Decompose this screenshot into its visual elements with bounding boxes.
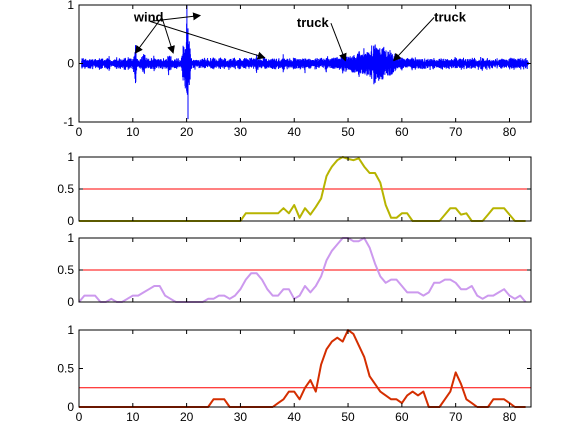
x-tick-label: 50 [341, 125, 355, 139]
x-tick-label: 60 [395, 410, 409, 424]
x-tick-label: 20 [180, 410, 194, 424]
x-tick-label: 10 [126, 410, 140, 424]
y-tick-label: 0 [67, 295, 74, 309]
x-tick-label: 80 [503, 410, 517, 424]
annotation-arrow [149, 12, 202, 22]
x-tick-label: 10 [126, 125, 140, 139]
subplot-2: 00.51 [57, 150, 532, 228]
annotation-arrow [330, 23, 347, 62]
x-tick-label: 70 [449, 410, 463, 424]
x-tick-label: 40 [288, 410, 302, 424]
x-tick-label: 50 [341, 410, 355, 424]
y-tick-label: 0.5 [57, 263, 74, 277]
y-tick-label: 0.5 [57, 182, 74, 196]
annotation-label: truck [297, 15, 330, 30]
annotation-arrow [161, 17, 175, 54]
annotation-label: truck [434, 9, 467, 24]
x-tick-label: 30 [234, 410, 248, 424]
x-tick-label: 80 [503, 125, 517, 139]
axes-box [78, 329, 532, 408]
x-tick-label: 70 [449, 125, 463, 139]
y-tick-label: 0.5 [57, 362, 74, 376]
y-tick-label: 0 [67, 214, 74, 228]
x-tick-label: 30 [234, 125, 248, 139]
y-tick-label: 1 [67, 323, 74, 337]
y-tick-label: 0 [67, 57, 74, 71]
series-line [78, 237, 527, 303]
x-tick-label: 0 [76, 410, 83, 424]
waveform-trace [81, 5, 529, 120]
y-tick-label: 1 [67, 150, 74, 164]
y-tick-label: 0 [67, 400, 74, 414]
annotation-arrow [393, 17, 435, 62]
y-tick-label: 1 [67, 231, 74, 245]
x-tick-label: 0 [76, 125, 83, 139]
subplot-4: 00.510 10 20 30 40 50 60 70 80 [57, 323, 532, 424]
x-tick-label: 40 [288, 125, 302, 139]
x-tick-label: 20 [180, 125, 194, 139]
waveform-series [81, 5, 529, 120]
subplot-3: 00.51 [57, 231, 532, 309]
y-tick-label: -1 [63, 115, 74, 129]
annotation-arrow [149, 20, 266, 60]
series-line [79, 329, 526, 408]
x-tick-label: 60 [395, 125, 409, 139]
y-tick-label: 1 [67, 0, 74, 12]
